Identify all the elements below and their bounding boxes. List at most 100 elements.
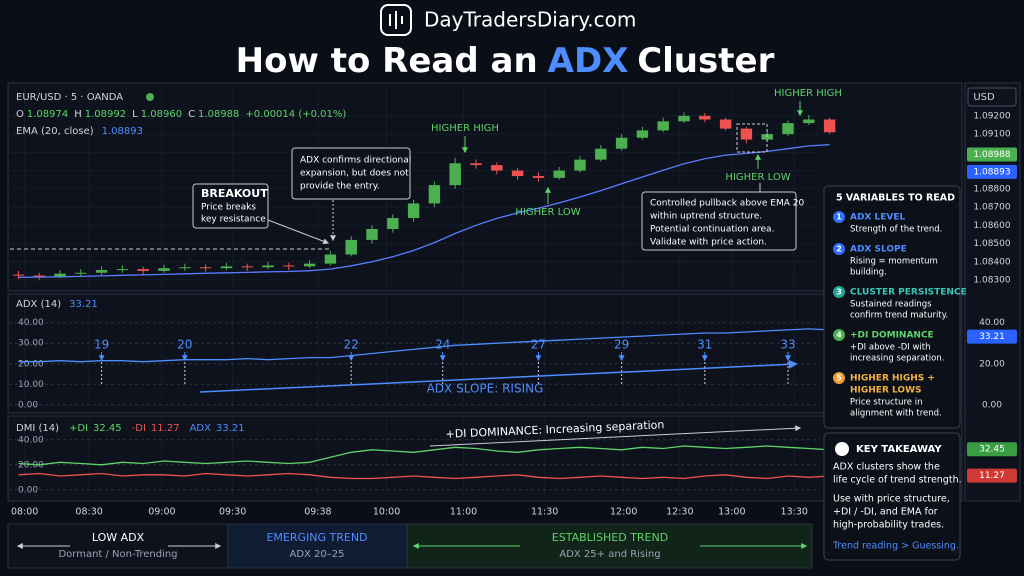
item-badge xyxy=(833,211,845,223)
takeaway-title: KEY TAKEAWAY xyxy=(856,444,942,455)
candle-body xyxy=(387,218,399,229)
item-title: HIGHER LOWS xyxy=(850,386,922,396)
series-line xyxy=(18,445,830,466)
adx-annotation: 27 xyxy=(531,338,546,352)
price-tag-label: 1.08893 xyxy=(973,167,1010,177)
y-tick-label: 1.08300 xyxy=(973,276,1010,286)
x-tick-label: 08:00 xyxy=(11,507,38,518)
adx-value: 33.21 xyxy=(69,299,98,310)
item-text: confirm trend maturity. xyxy=(850,311,948,321)
x-tick-label: 11:30 xyxy=(531,507,558,518)
live-dot xyxy=(146,93,154,101)
ohlc-value: 1.08992 xyxy=(85,109,126,120)
phase-sub: Dormant / Non-Trending xyxy=(58,549,177,560)
candle-body xyxy=(116,269,129,271)
price-tag-label: 32.45 xyxy=(979,445,1005,455)
y2-tick-label: 40.00 xyxy=(979,318,1005,328)
price-tag xyxy=(967,329,1017,344)
x-tick-label: 10:00 xyxy=(373,507,400,518)
ohlc-value: 1.08988 xyxy=(198,109,239,120)
x-tick-label: 09:38 xyxy=(304,507,331,518)
price-tag-label: 11.27 xyxy=(979,471,1005,481)
item-number: 1 xyxy=(836,213,842,222)
y-tick-label: 0.00 xyxy=(18,485,38,495)
item-badge xyxy=(833,286,845,298)
candle-body xyxy=(54,273,66,277)
breakout-title: BREAKOUT xyxy=(201,187,268,200)
takeaway-cta: Trend reading > Guessing. xyxy=(832,541,959,552)
item-badge xyxy=(833,243,845,255)
dmi-label: DMI (14) xyxy=(16,423,59,434)
item-number: 2 xyxy=(836,245,842,254)
item-number: 4 xyxy=(836,331,842,340)
pullback-line: Validate with price action. xyxy=(650,238,767,248)
candle-body xyxy=(220,266,233,269)
y-tick-label: 40.00 xyxy=(18,318,44,328)
dominance-arrow xyxy=(429,425,802,447)
pullback-box xyxy=(641,191,797,251)
variables-list: 1 ADX LEVEL Strength of the trend. 2 ADX SLO… xyxy=(833,211,967,419)
phase-title: ESTABLISHED TREND xyxy=(552,531,668,544)
y-tick-label: 40.00 xyxy=(18,435,44,445)
candle-body xyxy=(803,119,815,124)
y-tick-label: 1.08700 xyxy=(973,203,1010,213)
plots: 1.092001.091001.090001.089001.088001.087… xyxy=(9,84,1017,518)
price-tag xyxy=(967,164,1017,179)
item-badge xyxy=(833,329,845,341)
x-tick-label: 08:30 xyxy=(75,507,102,518)
item-text: Price structure in xyxy=(850,398,922,408)
phase-title: EMERGING TREND xyxy=(266,531,367,544)
y-tick-label: 1.08800 xyxy=(973,184,1010,194)
candle-body xyxy=(823,119,836,133)
x-tick-label: 09:30 xyxy=(219,507,246,518)
takeaway-line: high-probability trades. xyxy=(833,520,944,531)
item-number: 5 xyxy=(836,374,842,383)
candle-body xyxy=(12,274,25,276)
adx-value: 33.21 xyxy=(216,423,245,434)
adx-annotation: 29 xyxy=(614,338,629,352)
y-tick-label: 30.00 xyxy=(18,339,44,349)
pullback-line: Potential continuation area. xyxy=(650,225,774,235)
breakout-box xyxy=(192,183,269,229)
item-text: building. xyxy=(850,268,887,278)
ohlc-key: H xyxy=(74,109,82,120)
right-axis xyxy=(964,82,1021,502)
candle-body xyxy=(262,265,274,268)
item-badge xyxy=(833,372,845,384)
candle-body xyxy=(553,170,565,178)
x-tick-label: 13:00 xyxy=(718,507,745,518)
pullback-line: Controlled pullback above EMA 20 xyxy=(650,199,804,209)
candle-body xyxy=(511,170,524,177)
candle-body xyxy=(491,165,503,171)
change: +0.00014 (+0.01%) xyxy=(245,109,346,120)
breakout-line: key resistance xyxy=(201,215,266,225)
symbol: EUR/USD · 5 · OANDA xyxy=(16,92,123,103)
title-highlight: ADX xyxy=(548,41,629,81)
candle-body xyxy=(470,163,482,166)
item-title: CLUSTER PERSISTENCE xyxy=(850,288,967,298)
currency-box xyxy=(967,87,1017,107)
takeaway-line: +DI / -DI, and EMA for xyxy=(833,507,938,518)
y-tick-label: 1.09200 xyxy=(973,111,1010,121)
phase-emerging xyxy=(227,523,408,569)
ohlc-key: C xyxy=(188,109,195,120)
item-text: increasing separation. xyxy=(850,354,944,364)
ohlc-key: L xyxy=(132,109,138,120)
ohlc-value: 1.08974 xyxy=(27,109,68,120)
title-part: How to Read an xyxy=(236,41,538,81)
candle-body xyxy=(158,268,170,271)
y-tick-label: 1.08600 xyxy=(973,221,1010,231)
candle-body xyxy=(615,137,628,149)
label-higher-high: HIGHER HIGH xyxy=(431,123,499,134)
candle-body xyxy=(345,239,357,255)
candle-body xyxy=(699,115,711,120)
series-line xyxy=(18,328,830,363)
variables-box xyxy=(823,185,961,429)
confirm-line: ADX confirms directional xyxy=(300,156,411,166)
adx-annotation: 19 xyxy=(94,338,109,352)
candle-body xyxy=(574,159,586,171)
logo: DayTradersDiary.com xyxy=(380,4,636,36)
item-text: alignment with trend. xyxy=(850,409,942,419)
item-text: Strength of the trend. xyxy=(850,225,942,235)
phase-title: LOW ADX xyxy=(92,531,145,544)
